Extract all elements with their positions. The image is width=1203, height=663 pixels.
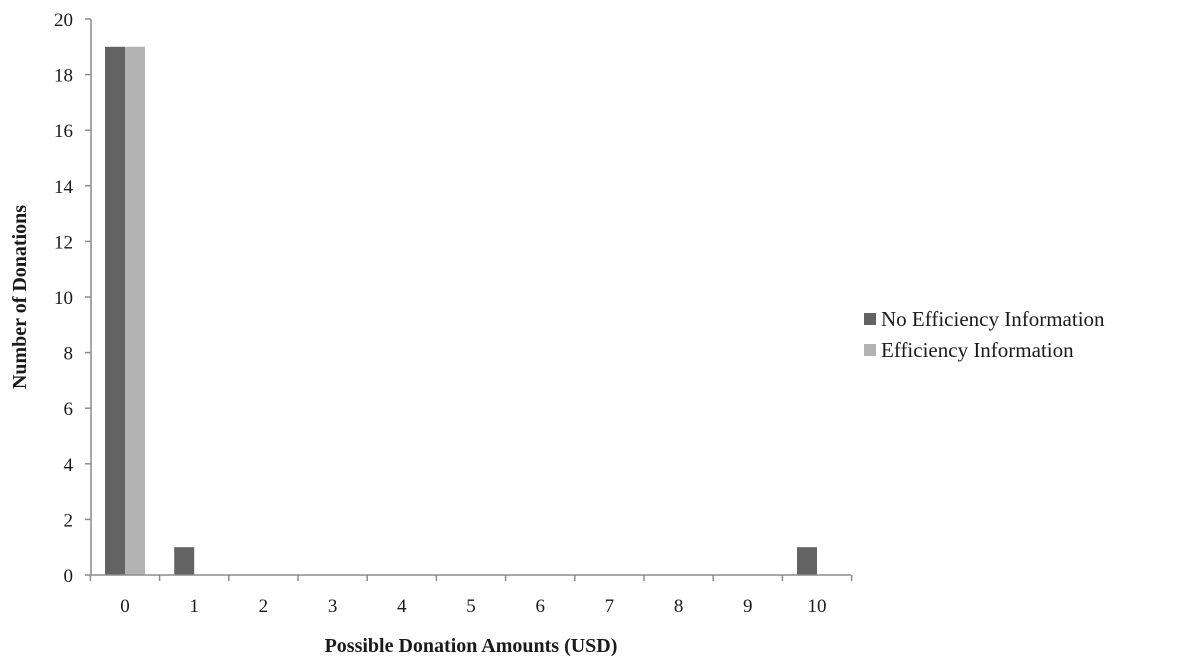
- plot-area: [105, 46, 817, 576]
- y-tick-label: 18: [54, 66, 73, 87]
- y-axis-title: Number of Donations: [9, 205, 31, 389]
- legend-item-efficiency-information: Efficiency Information: [864, 336, 1105, 364]
- y-tick-label: 6: [64, 399, 74, 420]
- bar-no-efficiency-information-1: [174, 547, 195, 575]
- y-tick-label: 12: [54, 232, 73, 253]
- legend-label-no-efficiency-information: No Efficiency Information: [881, 306, 1105, 331]
- y-axis-ticks: 0 2 4 6 8 10 12 14 16 18 20: [54, 10, 91, 587]
- x-axis-title: Possible Donation Amounts (USD): [325, 635, 618, 657]
- y-tick-label: 4: [64, 455, 74, 476]
- chart-legend: No Efficiency Information Efficiency Inf…: [864, 305, 1105, 367]
- y-tick-label: 8: [64, 344, 74, 365]
- bar-efficiency-information-0: [125, 46, 145, 576]
- bar-no-efficiency-information-0: [105, 46, 125, 576]
- legend-swatch-no-efficiency-information: [864, 313, 876, 325]
- legend-item-no-efficiency-information: No Efficiency Information: [864, 305, 1105, 333]
- legend-label-efficiency-information: Efficiency Information: [881, 337, 1074, 362]
- x-tick-label: 4: [397, 596, 407, 617]
- y-tick-label: 14: [54, 177, 74, 198]
- x-tick-label: 0: [120, 596, 130, 617]
- bar-no-efficiency-information-10: [797, 547, 817, 575]
- x-tick-label: 2: [259, 596, 269, 617]
- legend-swatch-efficiency-information: [864, 344, 876, 356]
- x-tick-label: 5: [466, 596, 476, 617]
- x-tick-label: 6: [535, 596, 545, 617]
- x-tick-label: 10: [808, 596, 827, 617]
- y-tick-label: 16: [54, 121, 73, 142]
- x-tick-label: 1: [189, 596, 199, 617]
- x-axis-ticks: 0 1 2 3 4 5 6 7 8 9 10: [89, 575, 853, 617]
- y-tick-label: 10: [54, 288, 73, 309]
- y-tick-label: 2: [64, 510, 74, 531]
- x-tick-label: 3: [328, 596, 338, 617]
- x-tick-label: 7: [605, 596, 615, 617]
- x-tick-label: 8: [674, 596, 684, 617]
- y-tick-label: 0: [64, 566, 74, 587]
- x-tick-label: 9: [743, 596, 753, 617]
- y-tick-label: 20: [54, 10, 73, 31]
